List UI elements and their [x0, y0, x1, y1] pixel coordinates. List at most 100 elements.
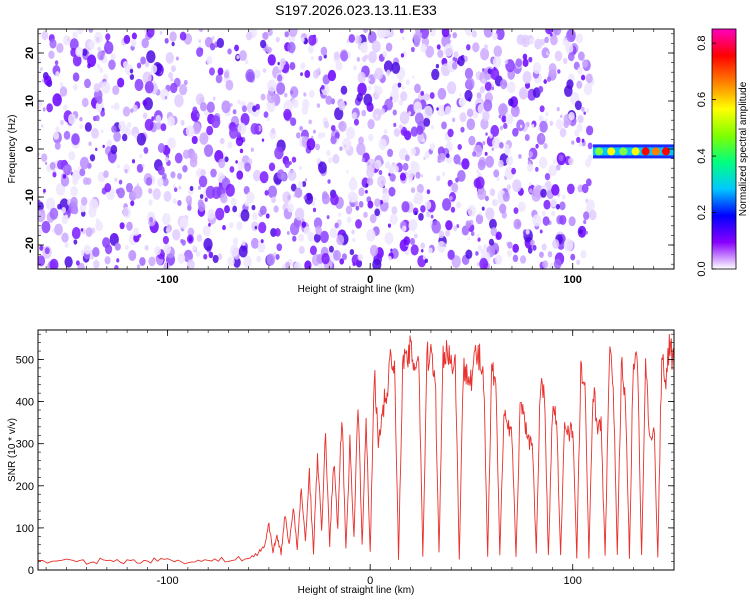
heatmap-cell — [129, 68, 134, 74]
heatmap-cell — [89, 154, 96, 162]
heatmap-cell — [172, 184, 176, 189]
heatmap-cell — [586, 199, 595, 212]
heatmap-cell — [401, 201, 410, 213]
heatmap-cell — [398, 99, 404, 106]
heatmap-cell — [476, 92, 482, 99]
heatmap-cell — [52, 93, 62, 107]
heatmap-cell — [387, 223, 391, 228]
heatmap-cell — [199, 194, 204, 199]
heatmap-cell — [423, 156, 426, 161]
heatmap-cell — [130, 38, 137, 47]
heatmap-cell — [118, 179, 123, 185]
heatmap-cell — [580, 250, 587, 259]
heatmap-cell — [361, 157, 365, 163]
heatmap-cell — [224, 156, 229, 163]
heatmap-cell — [539, 229, 543, 234]
heatmap-cell — [177, 172, 183, 180]
heatmap-cell — [303, 92, 307, 97]
heatmap-cell — [483, 99, 493, 112]
heatmap-cell — [54, 141, 61, 150]
heatmap-cell — [287, 41, 296, 54]
heatmap-cell — [308, 119, 312, 125]
heatmap-cell — [198, 185, 201, 190]
heatmap-cell — [577, 66, 583, 75]
heatmap-cell — [575, 33, 583, 44]
heatmap-cell — [501, 115, 507, 123]
heatmap-cell — [436, 104, 446, 117]
heatmap-cell — [383, 60, 393, 73]
heatmap-cell — [475, 214, 484, 225]
heatmap-cell — [358, 187, 365, 197]
heatmap-cell — [79, 124, 83, 130]
heatmap-cell — [466, 108, 474, 118]
heatmap-cell — [124, 168, 128, 174]
heatmap-cell — [566, 183, 575, 195]
heatmap-cell — [532, 214, 542, 227]
heatmap-cell — [544, 173, 551, 181]
heatmap-cell — [467, 236, 470, 241]
heatmap-cell — [105, 33, 111, 41]
heatmap-cell — [429, 92, 435, 100]
heatmap-cell — [142, 71, 152, 85]
heatmap-cell — [118, 120, 126, 131]
heatmap-cell — [114, 264, 119, 269]
heatmap-cell — [111, 125, 117, 133]
heatmap-cell — [518, 154, 522, 159]
heatmap-cell — [329, 227, 338, 239]
heatmap-cell — [429, 143, 436, 151]
heatmap-cell — [146, 29, 155, 38]
heatmap-cell — [476, 234, 480, 239]
heatmap-cell — [88, 206, 97, 218]
heatmap-cell — [251, 221, 259, 232]
heatmap-cell — [542, 260, 549, 269]
heatmap-cell — [38, 228, 42, 237]
heatmap-cell — [517, 201, 526, 213]
heatmap-cell — [498, 114, 502, 119]
heatmap-cell — [425, 45, 435, 58]
heatmap-cell — [562, 57, 568, 65]
heatmap-cell — [321, 84, 325, 90]
heatmap-cell — [212, 96, 216, 101]
heatmap-cell — [374, 208, 381, 217]
heatmap-cell — [64, 241, 69, 248]
heatmap-cell — [203, 144, 214, 158]
heatmap-cell — [457, 55, 465, 67]
heatmap-cell — [67, 113, 76, 125]
heatmap-cell — [484, 151, 488, 156]
heatmap-cell — [237, 122, 247, 135]
heatmap-cell — [122, 206, 132, 219]
heatmap-cell — [453, 51, 459, 59]
heatmap-cell — [292, 235, 297, 242]
heatmap-cell — [148, 188, 153, 194]
heatmap-cell — [177, 253, 186, 264]
heatmap-cell — [262, 68, 267, 73]
heatmap-cell — [483, 29, 493, 38]
heatmap-cell — [547, 51, 551, 55]
heatmap-cell — [577, 184, 584, 193]
heatmap-cell — [221, 100, 231, 114]
heatmap-cell — [542, 216, 550, 226]
heatmap-cell — [374, 159, 382, 170]
heatmap-cell — [72, 84, 78, 91]
y-tick-label: 100 — [16, 523, 34, 535]
heatmap-cell — [103, 170, 109, 179]
heatmap-cell — [576, 136, 581, 144]
heatmap-cell — [203, 238, 213, 251]
heatmap-cell — [436, 175, 441, 182]
heatmap-cell — [333, 51, 340, 60]
heatmap-cell — [277, 61, 280, 66]
heatmap-cell — [60, 175, 70, 187]
heatmap-cell — [524, 81, 531, 89]
heatmap-cell — [164, 95, 168, 100]
heatmap-cell — [251, 204, 256, 211]
heatmap-cell — [540, 135, 545, 140]
heatmap-cell — [373, 72, 378, 79]
heatmap-cell — [465, 220, 472, 228]
heatmap-cell — [115, 188, 120, 195]
heatmap-cell — [299, 126, 303, 131]
heatmap-cell — [318, 161, 327, 174]
heatmap-cell — [88, 40, 95, 50]
heatmap-cell — [368, 51, 377, 64]
heatmap-cell — [405, 79, 411, 86]
heatmap-cell — [303, 226, 311, 236]
